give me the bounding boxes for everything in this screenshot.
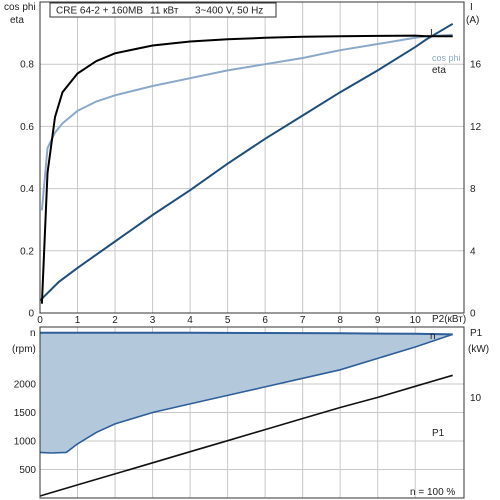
chart-frames (39, 1, 465, 499)
y-left-tick-label: 0.8 (20, 60, 34, 71)
y-left-tick-label: 0.6 (20, 122, 34, 133)
y-left-label-cosphi: cos phi (4, 2, 36, 13)
speed-annotation: n = 100 % (410, 487, 455, 498)
y-left-label-n: n (30, 328, 36, 339)
curve-label-cosphi: cos phi (432, 53, 461, 63)
speed-range-area (40, 332, 453, 453)
x-tick-label: 6 (262, 315, 268, 326)
series-n-min-line (39, 333, 453, 454)
y-left-tick-label-rpm: 500 (19, 465, 36, 476)
chart-labels: 0 1 2 3 4 5 6 7 8 9 1000.20.40.60.8048121650010001… (14, 60, 482, 476)
y-left-tick-label: 0.4 (20, 184, 34, 195)
x-tick-label: 0 (37, 315, 43, 326)
header-power: 11 кВт (150, 6, 179, 17)
x-tick-label: 4 (187, 315, 193, 326)
curve-label-eta: eta (432, 65, 446, 76)
y-left-tick-label-rpm: 1000 (14, 437, 37, 448)
x-tick-label: 2 (112, 315, 118, 326)
chart-marks (39, 22, 454, 497)
y-right-tick-label: 4 (470, 246, 476, 257)
header-box (49, 2, 277, 18)
y-right-tick-label: 0 (470, 309, 476, 320)
x-tick-label: 9 (375, 315, 381, 326)
y-left-tick-label-rpm: 1500 (14, 408, 37, 419)
curve-label-n: n (430, 331, 436, 342)
y-left-tick-label: 0 (28, 309, 34, 320)
series-cosphi-line (40, 33, 453, 211)
header-product: CRE 64-2 + 160MB (56, 6, 143, 17)
y-left-tick-label-rpm: 2000 (14, 380, 37, 391)
y-left-label-rpm: (rpm) (12, 344, 36, 355)
y-right-tick-label: 12 (470, 122, 482, 133)
series-p1-line (39, 374, 453, 497)
series-current-line (39, 22, 454, 302)
x-axis-label: P2(кВт) (432, 314, 466, 325)
x-tick-label: 10 (410, 315, 422, 326)
top-plot-frame (39, 1, 465, 314)
header-supply: 3~400 V, 50 Hz (195, 6, 263, 17)
x-tick-label: 7 (300, 315, 306, 326)
y-right-label-unit: (A) (466, 15, 479, 26)
y-left-label-eta: eta (10, 15, 24, 26)
top-chart-grid (39, 2, 464, 314)
y-right-label-kw: (kW) (468, 344, 489, 355)
y-left-tick-label: 0.2 (20, 246, 34, 257)
curve-label-p1: P1 (432, 428, 445, 439)
bottom-plot-frame (39, 326, 465, 499)
x-tick-label: 3 (150, 315, 156, 326)
series-eta-line (40, 34, 453, 304)
x-tick-label: 8 (337, 315, 343, 326)
curve-label-i: I (430, 28, 433, 39)
y-right-tick-label: 8 (470, 184, 476, 195)
y-right-label-p1: P1 (470, 328, 483, 339)
y-right-tick-label: 16 (470, 60, 482, 71)
y-right-tick-label-kw: 10 (470, 393, 482, 404)
y-right-label-i: I (470, 2, 473, 13)
x-tick-label: 5 (225, 315, 231, 326)
x-tick-label: 1 (75, 315, 81, 326)
series-n-max-line (40, 331, 453, 336)
